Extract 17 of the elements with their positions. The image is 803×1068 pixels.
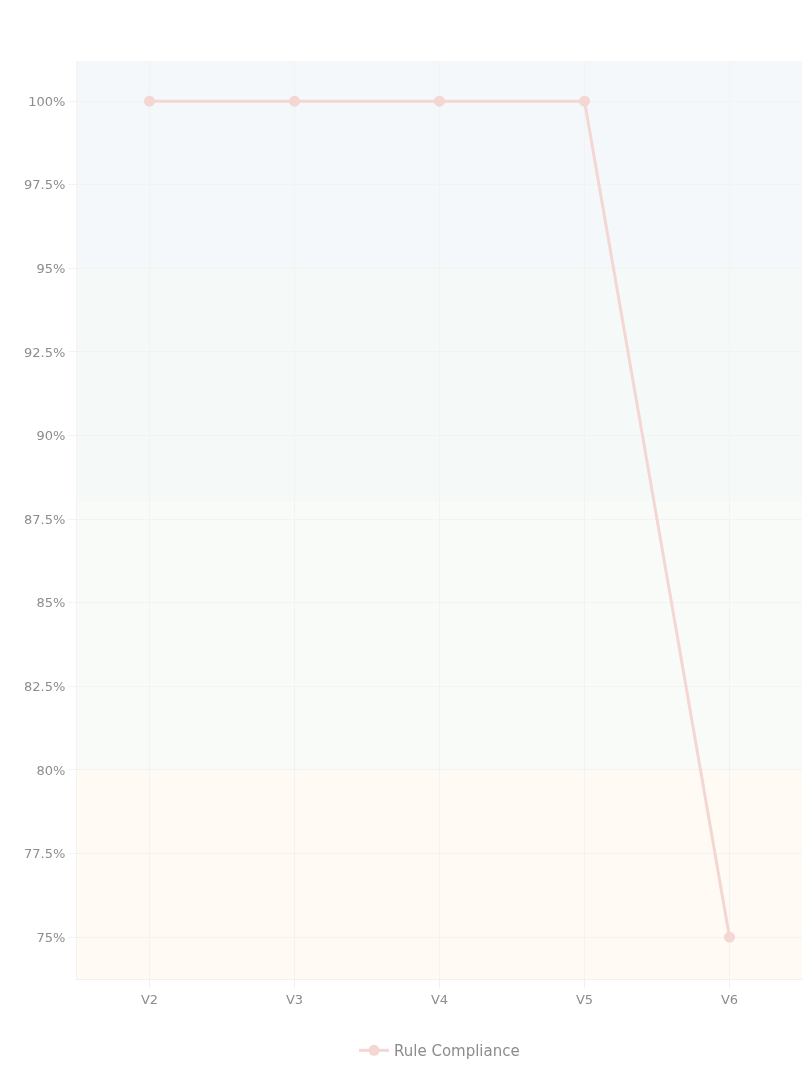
x-tick-label: V6 xyxy=(720,991,739,1007)
x-tick-label: V5 xyxy=(575,991,594,1007)
x-tick-label: V4 xyxy=(430,991,449,1007)
y-tick-label: 90% xyxy=(36,428,66,444)
y-tick-label: 85% xyxy=(36,595,66,611)
y-tick-label: 77.5% xyxy=(24,846,66,862)
y-tick-label: 80% xyxy=(36,762,66,778)
x-tick-label: V3 xyxy=(285,991,304,1007)
y-tick-label: 95% xyxy=(36,260,66,276)
y-tick-label: 100% xyxy=(28,93,66,109)
y-tick-label: 82.5% xyxy=(24,678,66,694)
y-tick-label: 87.5% xyxy=(24,511,66,527)
y-tick-label: 75% xyxy=(36,929,66,945)
x-tick-label: V2 xyxy=(140,991,159,1007)
legend-label: Rule Compliance xyxy=(394,1042,520,1061)
y-tick-label: 92.5% xyxy=(24,344,66,360)
y-tick-label: 97.5% xyxy=(24,177,66,193)
